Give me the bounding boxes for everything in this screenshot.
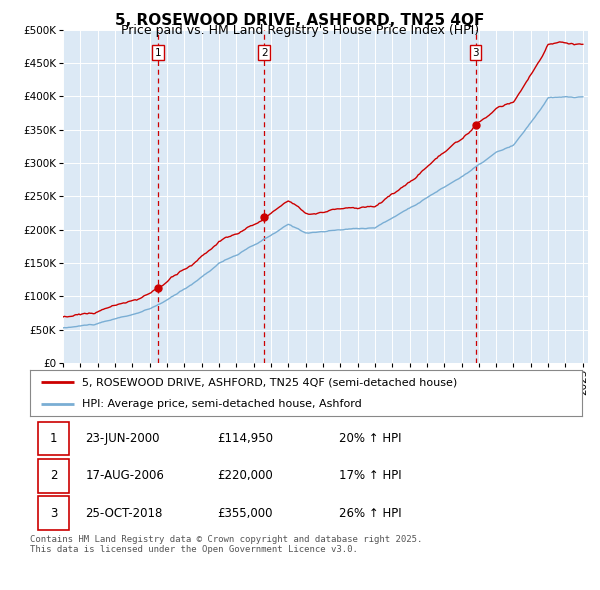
Text: £355,000: £355,000 xyxy=(218,506,273,520)
Text: 2: 2 xyxy=(261,48,268,58)
Text: 26% ↑ HPI: 26% ↑ HPI xyxy=(339,506,402,520)
Text: 1: 1 xyxy=(154,48,161,58)
Text: 1: 1 xyxy=(50,432,57,445)
Text: 17-AUG-2006: 17-AUG-2006 xyxy=(85,469,164,483)
Text: 3: 3 xyxy=(472,48,479,58)
Text: HPI: Average price, semi-detached house, Ashford: HPI: Average price, semi-detached house,… xyxy=(82,398,362,408)
Text: Contains HM Land Registry data © Crown copyright and database right 2025.
This d: Contains HM Land Registry data © Crown c… xyxy=(30,535,422,554)
Text: 5, ROSEWOOD DRIVE, ASHFORD, TN25 4QF (semi-detached house): 5, ROSEWOOD DRIVE, ASHFORD, TN25 4QF (se… xyxy=(82,378,458,388)
Text: £114,950: £114,950 xyxy=(218,432,274,445)
Text: 5, ROSEWOOD DRIVE, ASHFORD, TN25 4QF: 5, ROSEWOOD DRIVE, ASHFORD, TN25 4QF xyxy=(115,13,485,28)
Text: 23-JUN-2000: 23-JUN-2000 xyxy=(85,432,160,445)
Text: £220,000: £220,000 xyxy=(218,469,274,483)
Text: 20% ↑ HPI: 20% ↑ HPI xyxy=(339,432,401,445)
Text: 2: 2 xyxy=(50,469,57,483)
Text: 3: 3 xyxy=(50,506,57,520)
FancyBboxPatch shape xyxy=(38,422,68,455)
FancyBboxPatch shape xyxy=(38,459,68,493)
Text: 25-OCT-2018: 25-OCT-2018 xyxy=(85,506,163,520)
Text: Price paid vs. HM Land Registry's House Price Index (HPI): Price paid vs. HM Land Registry's House … xyxy=(121,24,479,37)
FancyBboxPatch shape xyxy=(38,496,68,530)
Text: 17% ↑ HPI: 17% ↑ HPI xyxy=(339,469,402,483)
